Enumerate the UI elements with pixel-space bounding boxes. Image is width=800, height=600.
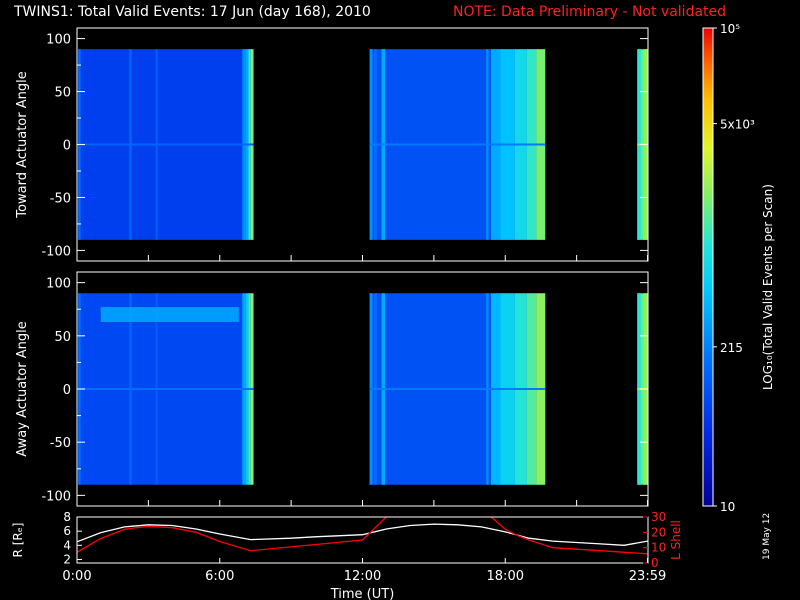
- orbit-right-tick-label-1: 10: [651, 541, 666, 555]
- preliminary-note: NOTE: Data Preliminary - Not validated: [453, 4, 727, 20]
- away-axis-label: Away Actuator Angle: [15, 321, 30, 456]
- page-title: TWINS1: Total Valid Events: 17 Jun (day …: [14, 4, 371, 20]
- away-ytick-label-2: 0: [63, 383, 71, 398]
- x-tick-label-1: 6:00: [205, 569, 234, 584]
- toward-ytick-label-3: -50: [50, 191, 71, 206]
- colorbar: [702, 27, 714, 507]
- x-tick-label-2: 12:00: [344, 569, 381, 584]
- orbit-right-axis-label: L Shell: [669, 520, 683, 560]
- orbit-right-tick-label-3: 30: [651, 510, 666, 524]
- lshell-series-line: [77, 517, 648, 555]
- colorbar-label: LOG₁₀(Total Valid Events per Scan): [761, 184, 775, 390]
- away-ytick-label-3: -50: [50, 436, 71, 451]
- colorbar-tick-label-1: 215: [720, 341, 743, 355]
- away-ytick-label-0: 100: [46, 277, 71, 292]
- toward-axis-label: Toward Actuator Angle: [15, 71, 30, 218]
- toward-ytick-label-4: -100: [41, 244, 71, 259]
- orbit-left-tick-label-0: 2: [63, 552, 71, 566]
- colorbar-tick-label-0: 10: [720, 500, 735, 514]
- x-tick-label-3: 18:00: [487, 569, 524, 584]
- orbit-left-tick-label-2: 6: [63, 524, 71, 538]
- away-ytick-label-4: -100: [41, 489, 71, 504]
- away-band-0: [100, 307, 239, 322]
- toward-ytick-label-0: 100: [46, 33, 71, 48]
- orbit-left-axis-label: R [Rₑ]: [11, 523, 25, 558]
- x-tick-label-4: 23:59: [629, 569, 666, 584]
- toward-ytick-label-1: 50: [54, 86, 71, 101]
- toward-ytick-label-2: 0: [63, 139, 71, 154]
- orbit-left-tick-label-1: 4: [63, 538, 71, 552]
- away-ytick-label-1: 50: [54, 330, 71, 345]
- colorbar-tick-label-3: 10⁵: [720, 22, 740, 36]
- orbit-right-tick-label-2: 20: [651, 525, 666, 539]
- x-tick-label-0: 0:00: [62, 569, 91, 584]
- colorbar-tick-label-2: 5x10³: [720, 118, 755, 132]
- orbit-right-tick-label-0: 0: [651, 556, 659, 570]
- orbit-left-tick-label-3: 8: [63, 510, 71, 524]
- radius-series-line: [77, 523, 648, 546]
- x-axis-label: Time (UT): [330, 587, 395, 600]
